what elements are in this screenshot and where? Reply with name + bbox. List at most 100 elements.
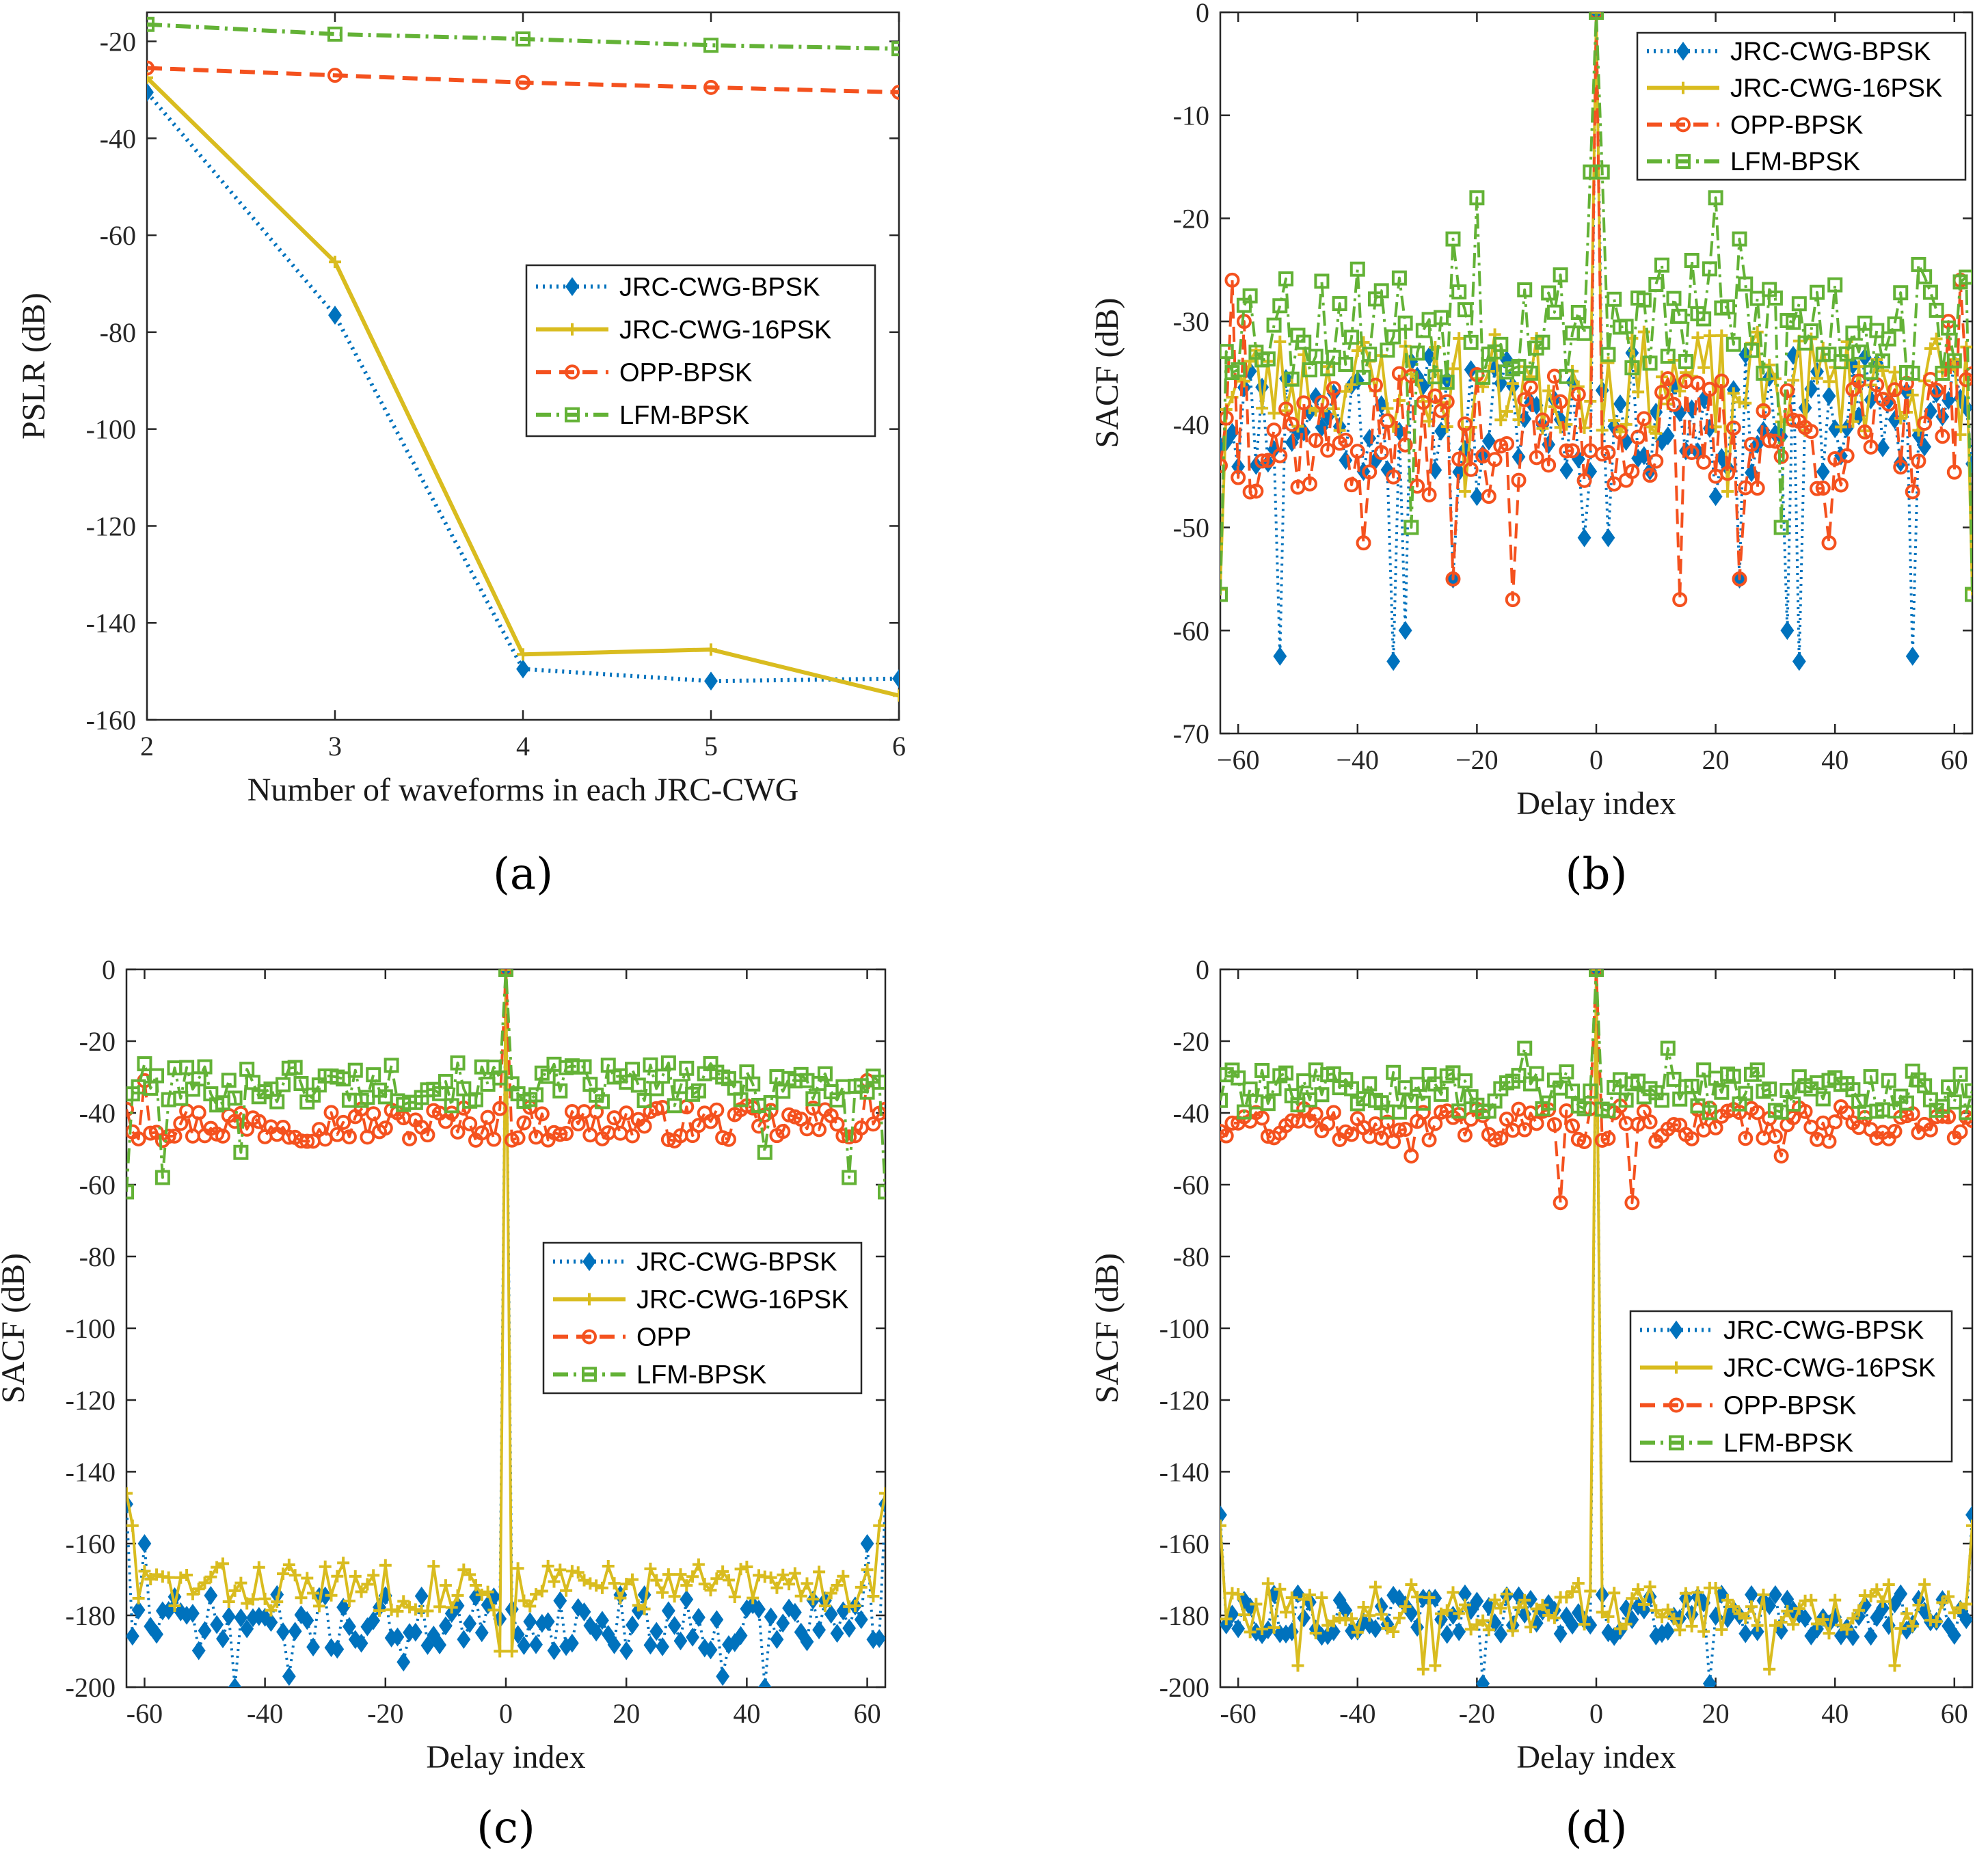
data-point xyxy=(1220,1519,1226,1532)
data-point xyxy=(1725,336,1741,352)
data-point xyxy=(1751,325,1764,338)
data-point xyxy=(1404,1603,1419,1623)
data-point xyxy=(1732,231,1747,247)
plot-area xyxy=(1220,969,1972,1687)
data-point xyxy=(1439,375,1455,390)
data-point xyxy=(1792,1602,1805,1615)
data-point xyxy=(854,1610,868,1629)
data-point xyxy=(1315,1591,1328,1604)
legend: JRC-CWG-BPSK JRC-CWG-16PSK OPP LFM-BPSK xyxy=(542,1241,863,1395)
data-point xyxy=(1548,1611,1561,1624)
data-point xyxy=(511,1562,524,1575)
data-point xyxy=(1445,231,1461,247)
data-point xyxy=(1721,485,1734,498)
data-point xyxy=(1876,438,1890,457)
data-point xyxy=(1284,416,1300,432)
data-point xyxy=(251,1114,267,1129)
data-point xyxy=(1803,323,1819,339)
data-point xyxy=(1338,356,1354,372)
data-point xyxy=(147,60,155,76)
data-point xyxy=(1397,315,1413,331)
data-point xyxy=(462,1116,478,1131)
data-point xyxy=(1494,1602,1507,1615)
data-point xyxy=(1458,1598,1471,1611)
data-point xyxy=(655,1068,671,1084)
data-point xyxy=(577,1602,591,1622)
data-point xyxy=(1493,1130,1509,1146)
data-point xyxy=(167,1128,183,1144)
data-point xyxy=(1846,1612,1859,1625)
x-tick-label: 20 xyxy=(1702,1698,1730,1729)
data-point xyxy=(269,1094,285,1109)
y-axis-label: PSLR (dB) xyxy=(16,293,52,440)
data-point xyxy=(1822,386,1836,406)
x-tick-label: -20 xyxy=(1459,1698,1495,1729)
data-point xyxy=(179,1103,195,1119)
data-point xyxy=(878,1101,885,1117)
data-point xyxy=(788,1567,801,1580)
data-point xyxy=(147,71,153,84)
data-point xyxy=(474,1623,489,1643)
x-tick-label: 4 xyxy=(516,731,530,762)
data-point xyxy=(173,1090,189,1106)
data-point xyxy=(126,1519,139,1532)
x-axis-label: Delay index xyxy=(1516,1739,1676,1775)
data-point xyxy=(1739,1612,1752,1625)
data-point xyxy=(1905,484,1920,500)
data-point xyxy=(602,1560,615,1573)
x-tick-label: 60 xyxy=(1941,744,1968,775)
data-point xyxy=(1618,1092,1634,1108)
data-point xyxy=(824,1587,837,1600)
data-point xyxy=(1917,416,1933,431)
data-point xyxy=(1373,444,1389,460)
data-point xyxy=(1642,468,1658,483)
data-point xyxy=(1296,334,1312,350)
data-point xyxy=(210,1615,224,1635)
data-point xyxy=(638,1602,651,1615)
data-point xyxy=(1803,1119,1819,1135)
data-point xyxy=(1242,288,1258,304)
data-point xyxy=(1559,1064,1574,1079)
data-point xyxy=(1266,422,1282,438)
data-point xyxy=(1684,445,1700,461)
data-point xyxy=(1559,368,1574,384)
data-point xyxy=(221,1606,236,1626)
data-point xyxy=(1349,444,1365,459)
data-point xyxy=(474,1125,489,1141)
data-point xyxy=(1960,340,1972,353)
data-point xyxy=(1613,394,1627,414)
data-point xyxy=(703,79,718,95)
panel-a: 2 3 4 5 6 -20 -40 -60 -80 -100 -120 -140 -160 Number … xyxy=(16,11,906,900)
data-point xyxy=(1285,1591,1298,1604)
data-point xyxy=(162,1571,175,1584)
y-tick-label: 0 xyxy=(1196,954,1209,985)
data-point xyxy=(1326,381,1341,396)
data-point xyxy=(1501,405,1514,418)
x-tick-label: 3 xyxy=(328,731,342,762)
legend-label: OPP-BPSK xyxy=(1723,1392,1856,1421)
data-point xyxy=(1373,283,1389,299)
data-point xyxy=(1672,592,1688,608)
data-point xyxy=(1453,332,1466,345)
data-point xyxy=(1529,450,1544,466)
data-point xyxy=(1274,1583,1287,1596)
data-point xyxy=(1721,1593,1734,1606)
data-point xyxy=(1278,271,1294,286)
data-point xyxy=(667,1615,682,1635)
data-point xyxy=(1280,1606,1293,1619)
data-point xyxy=(1254,453,1270,469)
data-point xyxy=(1643,1581,1656,1593)
data-point xyxy=(1791,296,1807,312)
data-point xyxy=(878,1184,885,1200)
series-lfm-bpsk xyxy=(1220,12,1972,602)
x-axis-label: Delay index xyxy=(426,1739,585,1775)
data-point xyxy=(1397,437,1413,453)
data-point xyxy=(891,84,899,100)
data-point xyxy=(1411,1591,1424,1604)
panel-d: -60 -40 -20 0 20 40 600-20-40-60-80-100-120-14… xyxy=(1089,954,1974,1853)
data-point xyxy=(1624,1195,1640,1211)
data-point xyxy=(764,1571,777,1584)
data-point xyxy=(1536,1598,1549,1611)
data-point xyxy=(445,1601,458,1614)
